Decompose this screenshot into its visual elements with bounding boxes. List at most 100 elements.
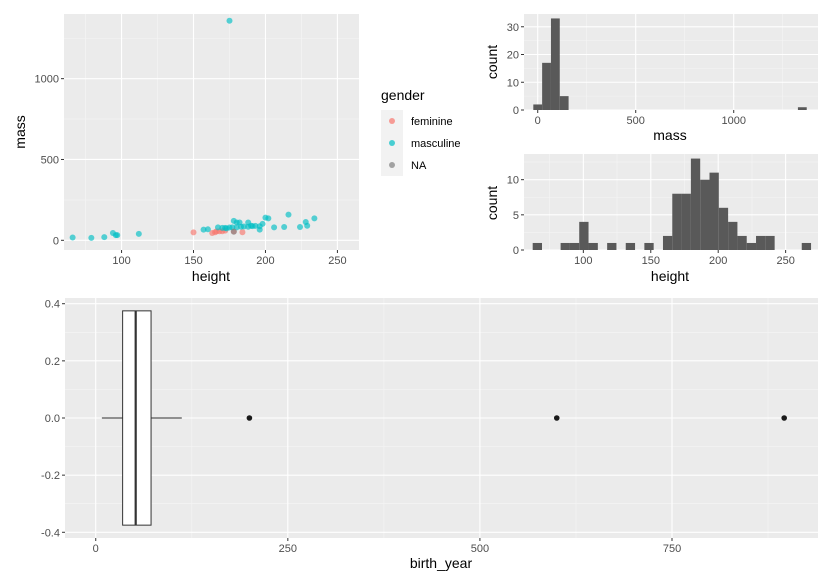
mass-histogram-bar (559, 96, 569, 110)
height-histogram-bar (560, 242, 570, 250)
height-histogram-bar (672, 193, 682, 250)
height-histogram-bar (607, 242, 617, 250)
scatter-point-masculine (304, 222, 311, 229)
scatter-x-label: height (192, 268, 230, 284)
x-tick-label: 250 (776, 255, 794, 267)
scatter-panel: 100 150 200 250 0 500 1000 height mass (12, 14, 359, 284)
scatter-y-label: mass (12, 115, 28, 148)
boxplot-panel: 0 250 500 750 -0.4 -0.2 0.0 0.2 0.4 birth_year (41, 298, 818, 571)
boxplot-marks (101, 310, 787, 526)
boxplot-outlier (781, 415, 787, 421)
y-tick-label: -0.2 (41, 470, 60, 482)
mass-histogram-bar (542, 62, 551, 110)
mass-histogram-bar (533, 104, 543, 110)
scatter-point-masculine (252, 222, 259, 229)
scatter-point-feminine (190, 229, 197, 236)
mass-histogram-ticks: 0 500 1000 0 10 20 30 (507, 22, 746, 127)
x-tick-label: 100 (574, 255, 592, 267)
x-tick-label: 750 (663, 543, 681, 555)
x-tick-label: 150 (184, 255, 202, 267)
legend-label-feminine: feminine (411, 116, 453, 128)
mass-histogram-panel: 0 500 1000 0 10 20 30 mass count (484, 14, 818, 143)
y-tick-label: 10 (507, 77, 519, 89)
height-histogram-bar (718, 207, 729, 250)
scatter-ticks: 100 150 200 250 0 500 1000 (35, 74, 347, 267)
y-tick-label: 20 (507, 50, 519, 62)
y-tick-label: 0.4 (45, 299, 60, 311)
y-tick-label: 0 (513, 245, 519, 257)
height-histogram-panel: 100 150 200 250 0 5 10 height count (484, 154, 818, 284)
height-histogram-bar (690, 158, 701, 250)
height-histogram-ticks: 100 150 200 250 0 5 10 (507, 175, 795, 267)
height-histogram-x-label: height (651, 268, 689, 284)
scatter-point-masculine (135, 230, 142, 237)
boxplot-x-label: birth_year (410, 555, 473, 571)
scatter-point-masculine (101, 234, 108, 241)
scatter-point-masculine (285, 211, 292, 218)
boxplot-outlier (246, 415, 253, 421)
x-tick-label: 0 (535, 115, 541, 127)
x-tick-label: 100 (112, 255, 130, 267)
legend-label-masculine: masculine (411, 138, 461, 150)
y-tick-label: 5 (513, 210, 519, 222)
scatter-plot-background (64, 14, 359, 250)
boxplot-box (122, 310, 152, 526)
scatter-points (69, 17, 318, 241)
height-histogram-bar (737, 235, 747, 250)
scatter-point-masculine (200, 226, 207, 233)
mass-histogram-bar (550, 18, 560, 110)
height-histogram-bar (662, 235, 673, 250)
scatter-point-masculine (259, 220, 266, 227)
y-tick-label: 500 (41, 154, 59, 166)
x-tick-label: 200 (709, 255, 727, 267)
x-tick-label: 0 (93, 543, 99, 555)
boxplot-outlier (553, 415, 560, 421)
legend-marker-masculine (389, 140, 395, 146)
height-histogram-bar (801, 242, 812, 250)
scatter-point-na (230, 228, 237, 235)
y-tick-label: 0 (513, 105, 519, 117)
height-histogram-bar (532, 242, 543, 250)
height-histogram-bar (644, 242, 654, 250)
height-histogram-bar (681, 193, 691, 250)
y-tick-label: 30 (507, 22, 519, 34)
height-histogram-background (524, 154, 818, 250)
height-histogram-y-label: count (484, 186, 500, 220)
mass-histogram-background (524, 14, 818, 110)
scatter-point-masculine (204, 226, 211, 233)
scatter-point-feminine (239, 229, 246, 236)
y-tick-label: 10 (507, 175, 519, 187)
legend-marker-feminine (389, 118, 395, 124)
x-tick-label: 1000 (721, 115, 745, 127)
legend-title: gender (381, 87, 425, 103)
scatter-point-masculine (297, 224, 303, 231)
x-tick-label: 250 (328, 255, 346, 267)
y-tick-label: -0.4 (41, 527, 60, 539)
scatter-point-masculine (265, 215, 272, 222)
scatter-point-masculine (271, 224, 278, 231)
height-histogram-bar (709, 172, 719, 250)
mass-histogram-grid (524, 14, 818, 111)
y-tick-label: 0.0 (45, 413, 60, 425)
boxplot-grid (65, 298, 818, 538)
mass-histogram-bars (533, 18, 807, 110)
scatter-point-masculine (281, 224, 288, 231)
height-histogram-bar (746, 242, 757, 250)
scatter-point-masculine (114, 232, 121, 239)
scatter-point-masculine (311, 215, 318, 222)
boxplot-ticks: 0 250 500 750 -0.4 -0.2 0.0 0.2 0.4 (41, 299, 681, 555)
scatter-point-masculine (69, 234, 76, 241)
height-histogram-bar (765, 235, 775, 250)
height-histogram-bar (728, 221, 738, 250)
scatter-grid (64, 14, 359, 250)
scatter-point-masculine (88, 234, 95, 241)
height-histogram-bar (700, 179, 710, 250)
height-histogram-bar (625, 242, 636, 250)
mass-histogram-bar (797, 107, 807, 110)
x-tick-label: 250 (279, 543, 297, 555)
legend-marker-na (389, 162, 395, 168)
legend-label-na: NA (411, 160, 427, 172)
x-tick-label: 200 (256, 255, 274, 267)
y-tick-label: 0 (53, 235, 59, 247)
